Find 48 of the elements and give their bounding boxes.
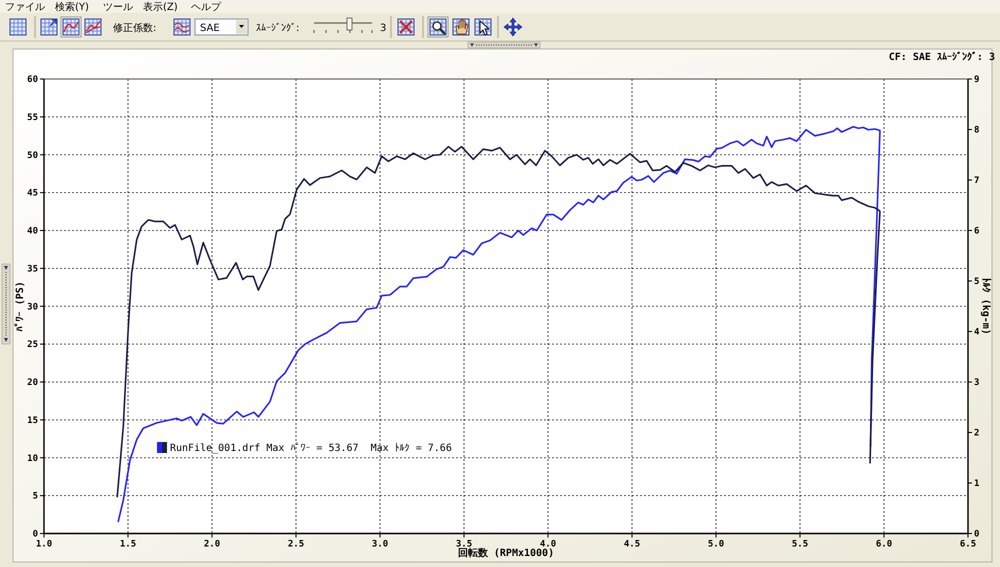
y-tick-label: 10 [27, 454, 38, 464]
y-tick-label: 55 [27, 112, 38, 123]
text: ｽﾑｰｼﾞﾝｸﾞ: [256, 22, 300, 34]
x-tick-label: 2.0 [204, 540, 220, 550]
y-tick-label: 60 [27, 75, 38, 85]
y-tick-label: 35 [27, 264, 38, 274]
y-tick-label: 40 [27, 226, 38, 236]
y2-tick-label: 0 [974, 530, 980, 540]
y-tick-label: 25 [27, 340, 38, 350]
text: ヘルプ [191, 1, 222, 13]
x-tick-label: 4.5 [624, 540, 640, 550]
y2-tick-label: 1 [974, 479, 980, 489]
y2-tick-label: 3 [974, 378, 980, 388]
y2-tick-label: 4 [974, 328, 980, 338]
x-tick-label: 5.0 [708, 540, 724, 550]
text: ファイル [5, 2, 45, 13]
y2-tick-label: 6 [974, 226, 980, 236]
x-tick-label: 6.5 [960, 540, 976, 550]
y-tick-label: 5 [32, 492, 38, 502]
x-tick-label: 5.5 [792, 540, 808, 550]
x-tick-label: 2.5 [288, 540, 304, 550]
x-axis-title: 回転数 (RPMx1000) [458, 547, 554, 559]
y-tick-label: 30 [27, 302, 38, 312]
x-tick-label: 3.0 [372, 540, 388, 550]
text: 修正係数: [113, 22, 156, 34]
y2-tick-label: 2 [974, 428, 980, 438]
y2-tick-label: 7 [974, 176, 980, 186]
text: SAE [200, 23, 220, 34]
text: 検索(Y) [55, 1, 90, 13]
text: 3 [380, 23, 386, 34]
y2-tick-label: 5 [974, 277, 980, 287]
text: 表示(Z) [143, 1, 178, 13]
y2-tick-label: 8 [974, 126, 980, 136]
y-tick-label: 20 [27, 378, 38, 388]
x-tick-label: 6.0 [876, 540, 892, 550]
x-tick-label: 4.0 [540, 540, 556, 550]
y-tick-label: 45 [27, 188, 38, 199]
text: CF: SAE ｽﾑｰｼﾞﾝｸﾞ: 3 [888, 51, 995, 63]
text: ツール [103, 2, 133, 13]
y-tick-label: 15 [27, 416, 38, 426]
x-tick-label: 1.5 [120, 540, 136, 550]
y-tick-label: 50 [27, 150, 38, 161]
y2-tick-label: 9 [974, 75, 980, 85]
annotation: RunFile_001.drf Max ﾊﾟﾜｰ = 53.67 Max ﾄﾙｸ = 7.66 [170, 443, 452, 454]
y-tick-label: 0 [32, 530, 38, 540]
y2-axis-title: ﾄﾙｸ (kg-m) [980, 278, 992, 335]
y-axis-title: ﾊﾟﾜｰ (PS) [14, 281, 26, 332]
x-tick-label: 1.0 [36, 540, 52, 550]
